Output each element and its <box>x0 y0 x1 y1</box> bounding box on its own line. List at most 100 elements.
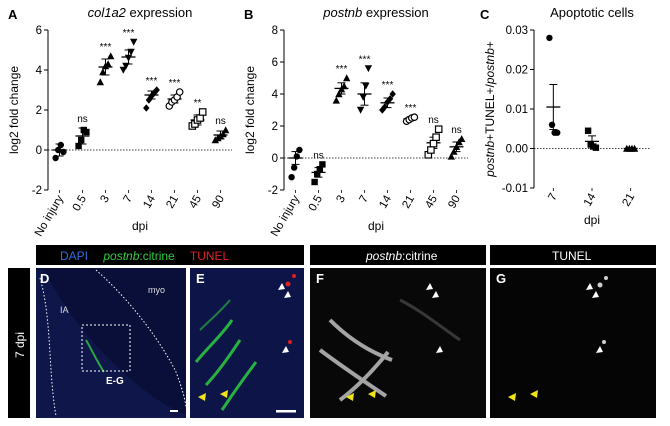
data-point <box>219 130 227 138</box>
panel-e-tunel-dot-3 <box>288 340 292 344</box>
significance-label: ns <box>313 150 324 161</box>
header-bar-g <box>490 245 656 265</box>
panel-e-tunel-dot-1 <box>285 281 291 287</box>
data-point <box>288 174 295 181</box>
microscopy-section: 7 dpi DAPI postnb:citrine TUNEL postnb:c… <box>8 245 656 418</box>
data-point <box>104 60 112 68</box>
arrowhead-e-white-2 <box>284 291 291 298</box>
panel-e-tunel-dot-2 <box>292 274 296 278</box>
arrowhead-f-yellow-1 <box>346 393 354 401</box>
y-tick-label: 4 <box>36 65 43 77</box>
significance-label: *** <box>146 76 158 87</box>
header-f-citrine: :citrine <box>402 249 438 263</box>
y-tick-label: 6 <box>272 57 278 69</box>
data-point <box>452 143 461 150</box>
y-tick-label: 2 <box>36 105 42 117</box>
header-bar-de <box>36 245 304 265</box>
significance-label: ns <box>451 125 462 136</box>
data-point <box>96 78 104 86</box>
arrowhead-e-yellow-1 <box>198 393 206 401</box>
arrowhead-e-yellow-2 <box>220 390 228 398</box>
arrowhead-f-yellow-2 <box>368 390 376 398</box>
data-point <box>60 148 67 156</box>
data-point <box>434 125 443 134</box>
x-tick-label: 7 <box>358 194 372 206</box>
chart-c: Apoptotic cells -0.01 0.00 0.01 0.02 0.03 7 14 2… <box>483 5 650 227</box>
chart-b: postnb expression -2 0 2 4 6 8 No injury 0.5 3 7 14… <box>243 5 468 239</box>
data-point <box>410 113 419 122</box>
arrowhead-g-yellow-1 <box>508 393 516 401</box>
header-tunel: TUNEL <box>190 249 230 263</box>
significance-label: *** <box>169 78 181 89</box>
x-axis-label: dpi <box>368 219 384 233</box>
y-label-part-1: +TUNEL+/ <box>483 84 497 141</box>
data-point <box>340 82 348 90</box>
data-point <box>356 106 365 114</box>
header-dapi-tunel: DAPI postnb:citrine TUNEL <box>60 249 230 263</box>
x-tick-label: 14 <box>582 191 599 209</box>
chart-title: Apoptotic cells <box>550 5 634 20</box>
chart-title: postnb expression <box>322 5 429 20</box>
panel-g-tunel-dot-2 <box>604 276 608 280</box>
data-point <box>432 133 440 142</box>
significance-label: ns <box>77 114 88 125</box>
data-point <box>175 88 184 96</box>
y-tick-label: 0.01 <box>506 104 528 116</box>
data-point <box>592 144 600 151</box>
data-point <box>316 166 323 173</box>
y-label-gene-2: postnb <box>483 48 497 85</box>
y-label-part-2: + <box>483 41 497 48</box>
data-point <box>389 90 396 98</box>
significance-label: *** <box>382 80 394 91</box>
x-tick-label: No injury <box>33 193 66 239</box>
data-point <box>75 142 82 150</box>
data-point <box>198 108 207 116</box>
significance-label: *** <box>336 64 348 75</box>
x-tick-label: 14 <box>377 193 394 211</box>
data-point <box>359 94 367 101</box>
chart-title-suffix: expression <box>126 5 192 20</box>
data-point <box>546 34 553 42</box>
arrowhead-g-yellow-2 <box>530 390 538 398</box>
y-tick-label: 8 <box>272 25 278 37</box>
label-ia: IA <box>60 305 69 315</box>
y-axis-label: log2 fold change <box>243 66 257 154</box>
data-point <box>332 96 340 104</box>
x-tick-label: 3 <box>99 194 113 206</box>
header-bar-f <box>310 245 486 265</box>
panel-letter-f: F <box>316 271 324 286</box>
data-point <box>381 103 389 111</box>
data-point <box>450 147 458 155</box>
chart-a: col1a2 expression -2 0 2 4 6 No injury 0.5 3 7 14 2… <box>7 5 232 239</box>
header-g: TUNEL <box>552 249 592 263</box>
data-point <box>78 136 85 144</box>
data-point <box>630 144 639 152</box>
x-tick-label: 3 <box>335 194 349 206</box>
chart-title-suffix: expression <box>362 5 428 20</box>
data-point <box>143 104 150 112</box>
data-point <box>57 141 64 149</box>
y-tick-label: 0 <box>272 153 278 165</box>
data-point <box>127 48 135 56</box>
arrowhead-g-white-2 <box>592 291 599 298</box>
data-point <box>548 121 556 128</box>
panel-d-citrine-signal <box>85 339 105 373</box>
data-point <box>55 146 62 154</box>
y-axis-label: postnb+TUNEL+/postnb+ <box>483 41 497 178</box>
x-tick-label: 0.5 <box>71 194 89 214</box>
header-postnb: postnb <box>102 249 139 263</box>
x-tick-label: 21 <box>164 194 181 211</box>
significance-label: *** <box>359 54 371 65</box>
x-tick-label: 90 <box>446 194 463 211</box>
significance-label: ns <box>215 116 226 127</box>
panel-f-citrine-signal <box>318 318 393 402</box>
data-point <box>52 154 59 162</box>
y-tick-label: 6 <box>36 25 42 37</box>
y-tick-label: 0.02 <box>506 65 528 77</box>
y-tick-label: 0 <box>36 145 42 157</box>
data-point <box>386 95 394 103</box>
data-point <box>314 170 321 178</box>
data-point <box>153 86 160 94</box>
arrowhead-f-white-3 <box>436 346 443 353</box>
scale-bar-d <box>170 410 178 412</box>
